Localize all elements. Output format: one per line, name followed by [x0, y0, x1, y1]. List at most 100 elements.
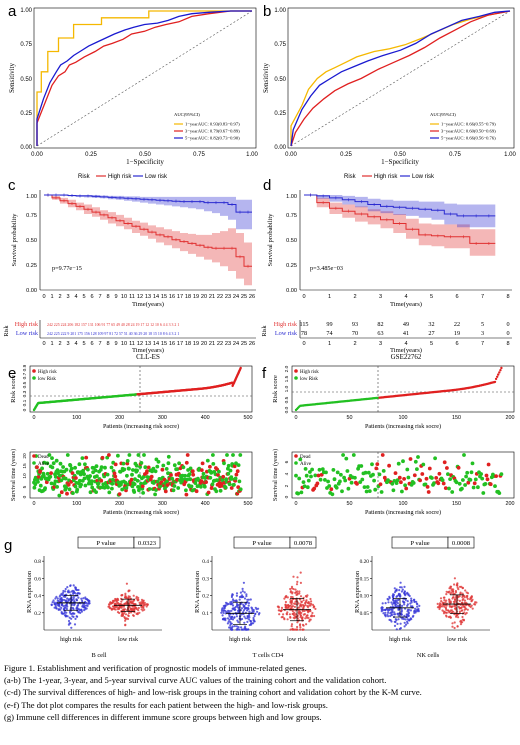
- expression-point: [116, 611, 120, 614]
- expression-point: [466, 608, 469, 611]
- alive-point: [202, 484, 207, 489]
- expression-point: [290, 601, 293, 604]
- alive-point: [138, 465, 143, 469]
- expression-point: [290, 595, 293, 599]
- expression-point: [413, 600, 416, 603]
- alive-point: [448, 477, 452, 481]
- expression-point: [415, 608, 418, 611]
- expression-point: [294, 615, 297, 619]
- x-tick-label: 21: [209, 294, 215, 300]
- km-d-legend-low: Low risk: [412, 174, 435, 180]
- alive-point: [237, 479, 242, 484]
- alive-point: [377, 472, 382, 477]
- alive-point: [405, 467, 410, 472]
- expression-point: [456, 625, 459, 628]
- expression-point: [299, 628, 302, 631]
- expression-point: [474, 601, 477, 604]
- alive-point: [83, 462, 87, 467]
- alive-point: [454, 480, 459, 485]
- x-tick-label: 5: [82, 294, 85, 300]
- alive-point: [334, 485, 339, 490]
- expression-point: [239, 591, 242, 594]
- expression-point: [304, 604, 307, 607]
- expression-point: [399, 627, 402, 630]
- expression-point: [468, 604, 471, 607]
- dead-point: [146, 465, 151, 470]
- risk-count-low: 78: [301, 330, 307, 337]
- time-f-points: [294, 453, 504, 497]
- alive-point: [349, 480, 354, 485]
- expression-point: [396, 612, 399, 615]
- expression-point: [409, 609, 412, 612]
- km-d-ytick: 0.75: [286, 213, 297, 219]
- expression-point: [220, 611, 223, 614]
- risk-count-high: 5: [481, 321, 484, 328]
- risk-f-points: [294, 366, 503, 412]
- pvalue-label-nk: P value: [410, 540, 429, 547]
- alive-point: [75, 487, 80, 492]
- x-tick-label: 300: [158, 415, 167, 421]
- alive-point: [42, 460, 47, 465]
- km-d-risk-low-label: Low risk: [275, 330, 298, 337]
- expression-point: [242, 603, 245, 606]
- dead-point: [199, 479, 204, 484]
- x-tick-label: 19: [193, 341, 199, 347]
- roc-a-legend-title: AUC(95%CI): [174, 112, 200, 117]
- expression-point: [403, 590, 406, 593]
- alive-point: [332, 477, 337, 482]
- risk-count-high: 93: [352, 321, 358, 328]
- risk-score-point: [497, 373, 500, 376]
- dead-point: [129, 477, 134, 482]
- x-tick-label: 17: [177, 294, 183, 300]
- km-c-pvalue: p=9.77e−15: [52, 265, 82, 272]
- risk-e-ytick: 0.1: [22, 399, 28, 406]
- dead-point: [220, 484, 224, 488]
- roc-b-legend: AUC(95%CI) 1−yearAUC: 0.66(0.55−0.79) 3−…: [430, 112, 496, 141]
- km-d-pvalue: p=3.485e−03: [310, 265, 343, 272]
- expression-point: [295, 628, 299, 631]
- alive-point: [125, 473, 129, 478]
- risk-f-ytick: 2.0: [284, 365, 290, 372]
- alive-point: [331, 468, 336, 472]
- alive-point: [141, 491, 146, 495]
- immune-ytick: 0.8: [34, 559, 41, 565]
- expression-point: [309, 609, 312, 613]
- dead-point: [100, 455, 105, 460]
- alive-point: [142, 453, 146, 457]
- dead-point: [206, 490, 211, 495]
- alive-point: [330, 492, 335, 497]
- expression-point: [291, 627, 294, 631]
- alive-point: [304, 473, 309, 478]
- x-tick-label: 8: [106, 294, 109, 300]
- alive-point: [499, 472, 504, 476]
- expression-point: [397, 614, 400, 617]
- expression-point: [247, 604, 250, 607]
- alive-point: [318, 477, 323, 482]
- expression-point: [116, 602, 119, 605]
- roc-series-3: [36, 10, 252, 146]
- dead-point: [329, 487, 334, 492]
- alive-point: [184, 488, 188, 493]
- expression-point: [130, 600, 133, 603]
- risk-f-xlabel: Patients (increasing risk socre): [365, 423, 441, 430]
- dead-point: [113, 474, 118, 479]
- alive-point: [53, 475, 58, 479]
- expression-point: [407, 593, 410, 597]
- group-label: low risk: [118, 636, 139, 643]
- expression-point: [57, 608, 61, 611]
- expression-point: [438, 603, 441, 607]
- x-tick-label: 150: [452, 415, 461, 421]
- roc-a-legend-item: 3−yearAUC: 0.79(0.67−0.89): [185, 129, 240, 134]
- expression-point: [301, 609, 304, 613]
- km-ci-band-1: [44, 195, 252, 286]
- alive-point: [497, 491, 502, 495]
- expression-point: [410, 597, 413, 600]
- expression-point: [387, 601, 390, 604]
- dead-point: [35, 465, 39, 470]
- dead-point: [387, 463, 391, 468]
- alive-point: [381, 469, 386, 473]
- expression-point: [121, 609, 124, 612]
- alive-point: [109, 465, 114, 470]
- dead-point: [312, 486, 317, 491]
- dead-point: [44, 480, 49, 485]
